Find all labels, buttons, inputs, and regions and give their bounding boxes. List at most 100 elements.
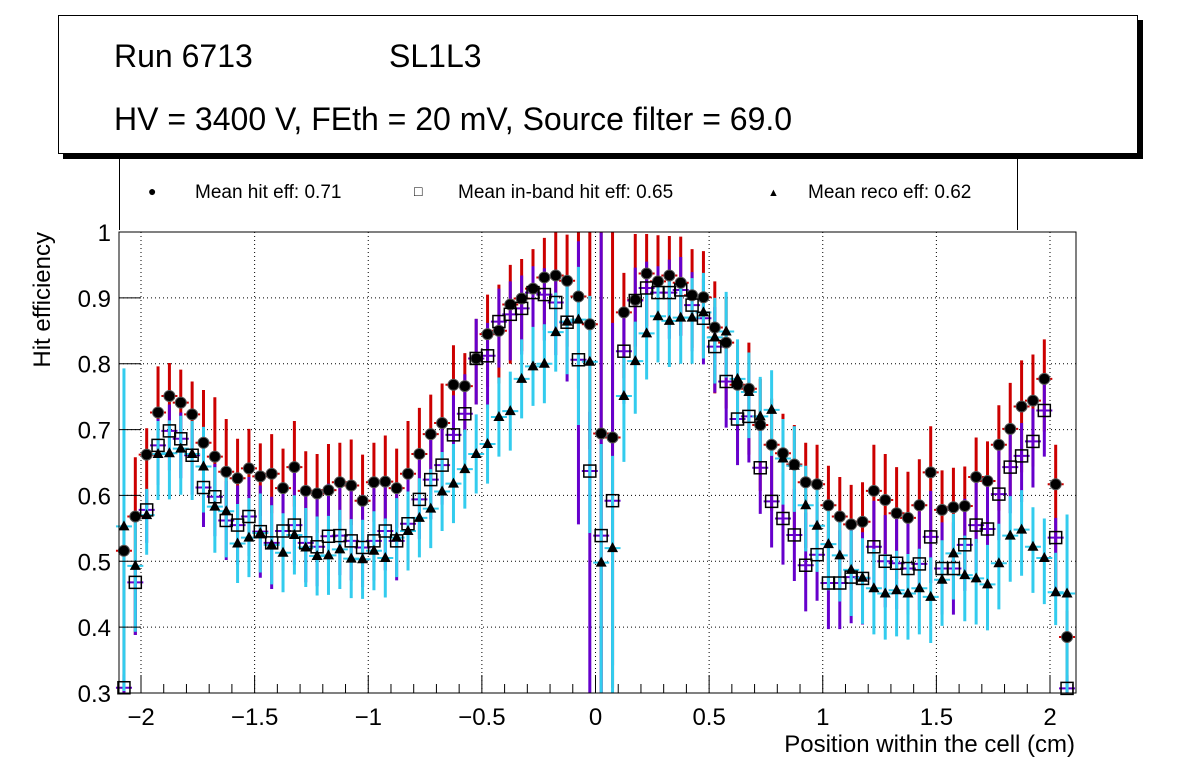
circle-marker [924, 466, 937, 479]
circle-marker [231, 472, 244, 485]
triangle-marker [686, 311, 698, 322]
square-marker [719, 374, 733, 389]
circle-marker [583, 318, 596, 331]
circle-marker [163, 389, 176, 402]
triangle-marker [368, 544, 380, 555]
triangle-marker [345, 552, 357, 563]
square-marker [492, 314, 506, 329]
x-tick-label: −0.5 [458, 704, 505, 731]
square-marker [617, 344, 631, 358]
triangle-marker [788, 459, 800, 470]
triangle-marker [618, 389, 630, 400]
square-marker [162, 424, 177, 438]
triangle-marker [891, 584, 903, 595]
circle-marker [186, 408, 199, 421]
triangle-marker [482, 438, 494, 449]
circle-marker [845, 518, 858, 531]
square-marker [583, 464, 597, 478]
square-marker [458, 407, 472, 421]
square-marker [230, 518, 245, 532]
plot-frame [118, 231, 1077, 694]
triangle-marker [504, 405, 516, 416]
square-marker [628, 293, 643, 308]
circle-marker [345, 479, 358, 492]
circle-marker [220, 465, 233, 478]
x-tick-label: 0 [589, 704, 602, 731]
circle-marker [379, 475, 392, 488]
circle-marker [152, 406, 165, 419]
square-marker [867, 540, 881, 554]
circle-marker [890, 507, 903, 520]
triangle-marker [175, 442, 187, 453]
triangle-marker [152, 447, 164, 458]
circle-marker [674, 276, 687, 289]
y-tick-label: 0.9 [78, 286, 111, 313]
square-marker [537, 287, 552, 302]
circle-marker [470, 352, 483, 365]
error-bars [115, 232, 1076, 693]
circle-marker [436, 416, 449, 429]
square-marker [946, 561, 961, 576]
run-label: Run 6713 [114, 38, 253, 74]
square-marker [753, 461, 768, 475]
square-marker [196, 480, 211, 495]
triangle-marker [141, 509, 153, 520]
circle-marker [1038, 372, 1051, 385]
triangle-marker [754, 410, 766, 421]
circle-marker [458, 380, 471, 393]
circle-marker [970, 470, 983, 483]
circle-marker [117, 544, 130, 557]
circle-marker [356, 494, 369, 507]
square-marker [798, 558, 813, 572]
triangle-marker [1027, 540, 1039, 551]
circle-marker [992, 438, 1005, 451]
square-marker [958, 538, 972, 552]
square-marker [992, 487, 1006, 501]
square-marker [776, 511, 790, 526]
circle-marker [651, 275, 664, 288]
grid-lines [119, 232, 1076, 693]
square-marker [378, 524, 393, 538]
square-marker [128, 575, 143, 590]
circle-marker [799, 476, 812, 489]
y-axis-label: Hit efficiency [29, 232, 56, 368]
circle-marker [1061, 631, 1074, 644]
circle-marker [311, 487, 324, 500]
circle-marker [367, 476, 380, 489]
circle-marker [197, 436, 210, 449]
square-marker [673, 283, 688, 297]
triangle-marker [391, 531, 403, 542]
triangle-marker [220, 505, 232, 516]
circle-marker [333, 476, 346, 489]
square-marker [423, 472, 438, 487]
triangle-marker [209, 500, 221, 511]
legend-triangle-icon: ▲ [768, 187, 779, 199]
triangle-marker [163, 447, 175, 458]
triangle-marker [1050, 586, 1062, 597]
triangle-marker [709, 331, 721, 342]
circle-marker [549, 269, 562, 282]
triangle-marker [118, 520, 130, 531]
square-marker [685, 298, 699, 312]
y-tick-label: 0.7 [78, 418, 111, 445]
circle-marker [811, 478, 824, 491]
circle-marker [981, 474, 994, 487]
circle-marker [629, 293, 642, 306]
triangle-marker [982, 578, 994, 589]
triangle-marker [732, 372, 744, 383]
square-marker [923, 530, 938, 544]
triangle-marker [379, 551, 391, 562]
triangle-marker [1004, 529, 1016, 540]
triangle-marker [277, 546, 289, 557]
data-markers [117, 267, 1074, 696]
square-marker [1003, 460, 1017, 474]
triangle-marker [402, 524, 414, 535]
square-marker [548, 295, 563, 310]
square-marker [412, 492, 427, 507]
circle-marker [765, 438, 778, 451]
y-tick-label: 0.6 [78, 483, 111, 510]
circle-marker [561, 274, 574, 287]
triangle-marker [959, 569, 971, 580]
triangle-marker [652, 310, 664, 321]
